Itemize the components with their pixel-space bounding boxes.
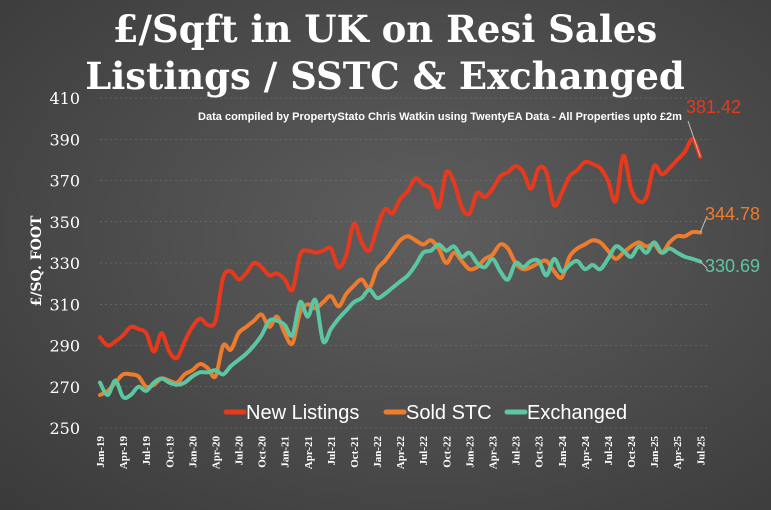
x-axis-ticks: Jan-19 Apr-19 Jul-19 Oct-19 Jan-20 Apr-20 Jul-… [95,436,707,470]
end-label-sold-stc: 344.78 [705,204,760,224]
y-tick-label: 290 [49,337,80,356]
x-tick-label: Jan-25 [649,436,661,468]
x-tick-label: Jul-22 [418,436,430,466]
x-tick-label: Apr-21 [303,436,315,469]
x-tick-label: Jan-21 [280,436,292,468]
x-tick-label: Jan-24 [557,436,569,468]
x-tick-label: Jul-25 [695,436,707,466]
series-line-exchanged [98,240,703,400]
x-tick-label: Apr-25 [672,436,684,470]
x-tick-label: Jul-19 [141,436,153,466]
series-lines [98,137,703,400]
x-tick-label: Jul-20 [234,436,246,466]
x-tick-label: Apr-23 [488,436,500,470]
x-tick-label: Oct-22 [441,436,453,468]
y-tick-label: 370 [49,172,80,191]
chart-title-line2: Listings / SSTC & Exchanged [85,54,685,98]
y-tick-label: 410 [49,89,80,108]
end-label-exchanged: 330.69 [705,256,760,276]
x-tick-label: Oct-24 [626,436,638,468]
y-tick-label: 330 [49,254,80,273]
x-tick-label: Jan-19 [95,436,107,468]
end-labels: 381.42 344.78 330.69 [686,97,760,276]
end-label-leader [699,215,708,233]
series-line-new-listings [98,137,703,361]
x-tick-label: Oct-21 [349,436,361,468]
x-tick-label: Jul-21 [326,436,338,465]
x-tick-label: Oct-20 [257,436,269,468]
x-tick-label: Apr-24 [580,436,592,470]
end-label-leader [687,120,701,158]
legend-label-exchanged: Exchanged [527,402,627,424]
x-tick-label: Oct-19 [164,436,176,468]
x-tick-label: Apr-22 [395,436,407,470]
x-tick-label: Apr-19 [118,436,130,470]
x-tick-label: Apr-20 [210,436,222,470]
x-tick-label: Oct-23 [534,436,546,468]
end-label-new-listings: 381.42 [686,97,741,117]
y-axis-ticks: 250 270 290 310 330 350 370 390 410 [49,89,80,438]
y-axis-label: £/SQ. FOOT [29,215,45,307]
y-tick-label: 390 [49,130,80,149]
legend-label-new-listings: New Listings [246,402,359,424]
y-tick-label: 250 [49,419,80,438]
legend-label-sold-stc: Sold STC [406,402,492,424]
x-tick-label: Jul-23 [511,436,523,466]
x-tick-label: Jan-20 [187,436,199,468]
x-tick-label: Jul-24 [603,436,615,466]
x-tick-label: Jan-23 [464,436,476,468]
legend: New Listings Sold STC Exchanged [223,402,627,424]
chart-title-line1: £/Sqft in UK on Resi Sales [113,7,658,51]
y-tick-label: 310 [49,295,80,314]
series-line-sold-stc [98,229,703,397]
x-tick-label: Jan-22 [372,436,384,468]
chart-subtitle: Data compiled by PropertyStato Chris Wat… [198,111,682,123]
end-label-leader [699,261,708,269]
y-tick-label: 350 [49,213,80,232]
y-tick-label: 270 [49,378,80,397]
